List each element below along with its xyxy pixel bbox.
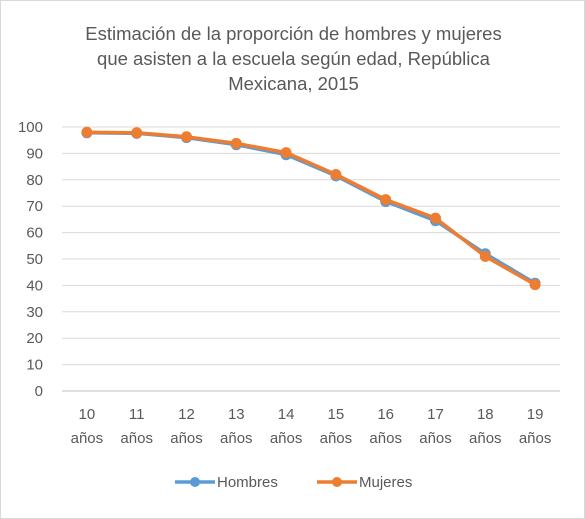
series-line-mujeres: [85, 130, 537, 287]
data-point-mujeres: [131, 127, 143, 139]
x-tick-label: 17: [427, 406, 444, 423]
x-tick-label: 12: [178, 406, 195, 423]
x-tick-label: 16: [377, 406, 394, 423]
data-point-mujeres: [430, 212, 441, 224]
x-tick-label: años: [270, 430, 303, 447]
x-tick-label: años: [369, 430, 402, 447]
y-tick-label: 30: [26, 304, 43, 321]
y-tick-label: 10: [26, 357, 43, 374]
x-tick-label: años: [419, 430, 452, 447]
y-tick-label: 80: [26, 172, 43, 189]
y-tick-label: 100: [18, 119, 43, 136]
y-tick-label: 50: [26, 251, 43, 268]
x-tick-label: años: [170, 430, 203, 447]
data-point-mujeres: [280, 147, 292, 159]
y-tick-label: 70: [26, 198, 43, 215]
chart-title-line-2: que asisten a la escuela según edad, Rep…: [97, 48, 490, 69]
legend-marker-mujeres: [332, 477, 342, 487]
x-tick-label: 18: [477, 406, 494, 423]
x-tick-label: 15: [328, 406, 345, 423]
x-tick-label: años: [71, 430, 104, 447]
chart-title: Estimación de la proporción de hombres y…: [41, 21, 546, 96]
y-tick-label: 60: [26, 225, 43, 242]
chart-title-line-1: Estimación de la proporción de hombres y…: [85, 23, 502, 44]
x-tick-label: años: [120, 430, 153, 447]
y-tick-label: 20: [26, 330, 43, 347]
x-tick-label: años: [519, 430, 552, 447]
data-point-mujeres: [81, 126, 93, 138]
y-tick-label: 40: [26, 277, 43, 294]
x-tick-label: años: [220, 430, 253, 447]
data-point-mujeres: [181, 131, 192, 143]
chart-title-line-3: Mexicana, 2015: [228, 73, 359, 94]
legend-label-hombres: Hombres: [217, 474, 278, 491]
legend-label-mujeres: Mujeres: [359, 474, 412, 491]
y-tick-label: 0: [35, 383, 43, 400]
data-point-mujeres: [479, 250, 491, 262]
x-tick-label: 10: [79, 406, 96, 423]
x-tick-label: 19: [527, 406, 544, 423]
x-tick-label: años: [320, 430, 353, 447]
data-point-mujeres: [230, 137, 242, 149]
legend-marker-hombres: [190, 477, 200, 487]
x-tick-label: 13: [228, 406, 245, 423]
x-tick-label: 11: [129, 406, 145, 423]
x-tick-label: años: [469, 430, 502, 447]
data-point-mujeres: [380, 194, 392, 206]
x-tick-label: 14: [278, 406, 295, 423]
data-point-mujeres: [529, 279, 541, 291]
series-line-hombres: [85, 131, 537, 286]
data-point-mujeres: [330, 169, 342, 181]
y-tick-label: 90: [26, 145, 43, 162]
